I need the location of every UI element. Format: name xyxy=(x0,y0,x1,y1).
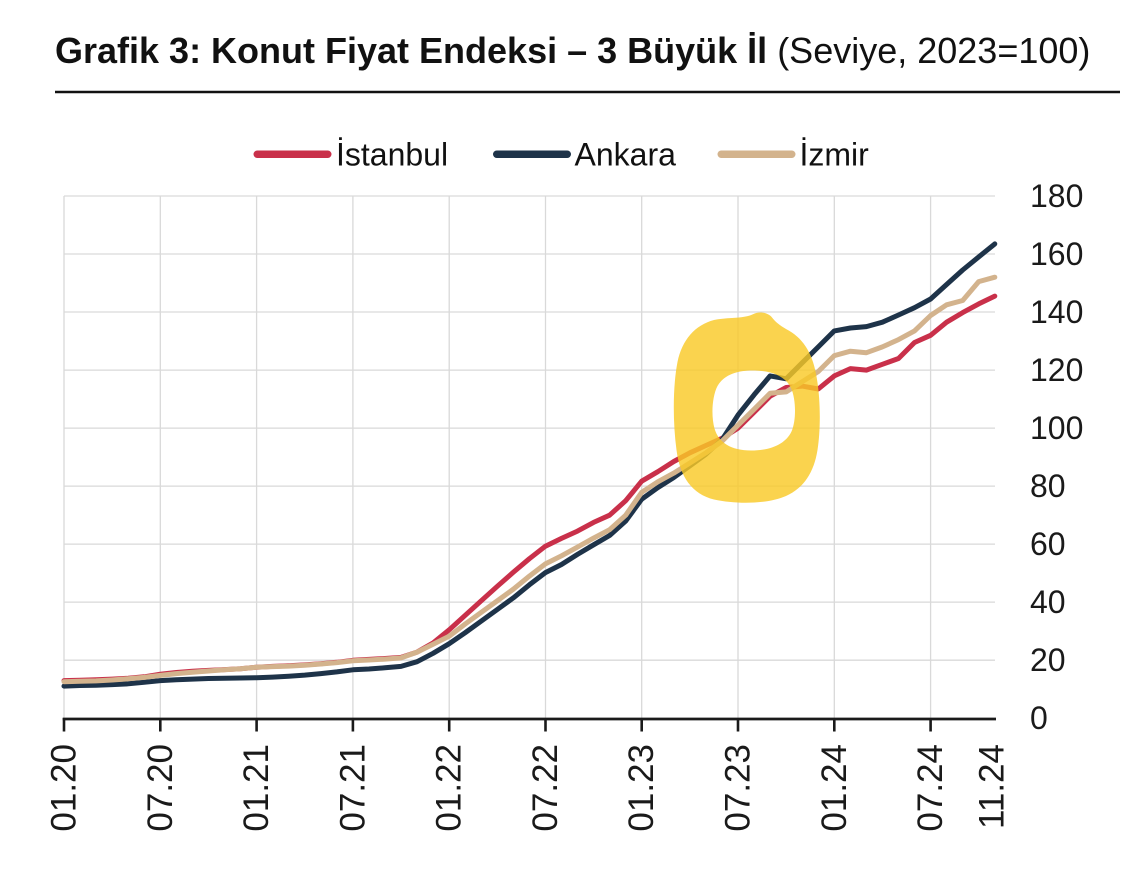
svg-text:160: 160 xyxy=(1030,236,1083,272)
svg-text:Ankara: Ankara xyxy=(575,137,677,173)
svg-text:İzmir: İzmir xyxy=(800,137,870,173)
svg-text:01.21: 01.21 xyxy=(237,744,276,832)
svg-text:40: 40 xyxy=(1030,584,1066,620)
svg-text:100: 100 xyxy=(1030,410,1083,446)
svg-text:11.24: 11.24 xyxy=(973,744,1012,829)
svg-text:07.21: 07.21 xyxy=(333,744,372,832)
svg-text:İstanbul: İstanbul xyxy=(336,137,448,173)
svg-text:01.23: 01.23 xyxy=(622,744,661,832)
svg-text:120: 120 xyxy=(1030,352,1083,388)
svg-text:07.23: 07.23 xyxy=(719,744,758,832)
svg-text:140: 140 xyxy=(1030,294,1083,330)
svg-text:07.22: 07.22 xyxy=(526,744,565,832)
svg-text:0: 0 xyxy=(1030,700,1048,736)
svg-text:07.20: 07.20 xyxy=(141,744,180,832)
svg-text:01.20: 01.20 xyxy=(45,744,84,832)
svg-text:Grafik 3: Konut Fiyat Endeksi: Grafik 3: Konut Fiyat Endeksi – 3 Büyük … xyxy=(55,30,1090,71)
svg-text:20: 20 xyxy=(1030,642,1066,678)
svg-text:60: 60 xyxy=(1030,526,1066,562)
svg-text:01.24: 01.24 xyxy=(815,744,854,832)
svg-text:01.22: 01.22 xyxy=(430,744,469,832)
svg-text:180: 180 xyxy=(1030,178,1083,214)
svg-text:07.24: 07.24 xyxy=(911,744,950,832)
svg-text:80: 80 xyxy=(1030,468,1066,504)
